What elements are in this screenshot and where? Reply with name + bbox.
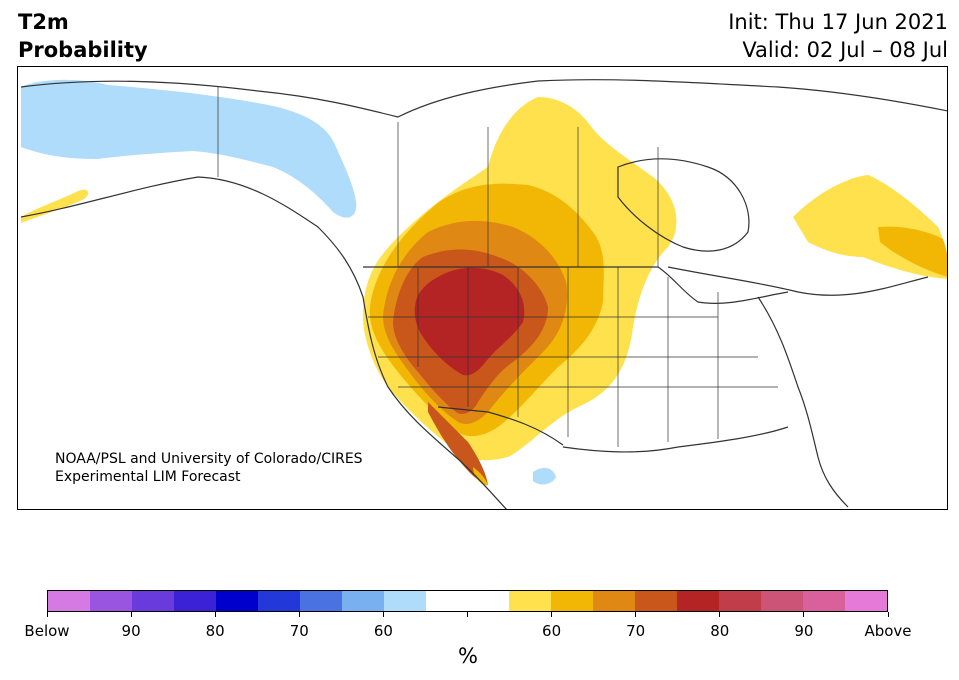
- forecast-map: [17, 66, 948, 510]
- colorbar-tick-label: 70: [289, 622, 309, 640]
- colorbar-tick-label: 90: [121, 622, 141, 640]
- colorbar-tick: [803, 612, 805, 617]
- map-title: T2m Probability: [18, 8, 148, 64]
- colorbar-tick-label: 70: [626, 622, 646, 640]
- colorbar-cell: [593, 591, 636, 611]
- map-borders: [20, 79, 947, 509]
- colorbar-tick: [214, 612, 216, 617]
- colorbar-cell: [383, 591, 426, 611]
- colorbar-tick-label: 60: [373, 622, 393, 640]
- us-canada-border: [363, 266, 789, 304]
- title-variable: T2m: [18, 10, 69, 34]
- us-mexico-border: [437, 406, 564, 446]
- colorbar-tick-label: 80: [710, 622, 730, 640]
- title-kind: Probability: [18, 38, 148, 62]
- colorbar-tick: [130, 612, 132, 617]
- colorbar-cell: [131, 591, 174, 611]
- colorbar-cell: [173, 591, 216, 611]
- credit-line-2: Experimental LIM Forecast: [55, 469, 241, 485]
- hudson-bay-coast: [617, 158, 750, 252]
- gulf-coast: [562, 426, 789, 453]
- colorbar-cell: [509, 591, 552, 611]
- colorbar-cell: [551, 591, 594, 611]
- credit-line-1: NOAA/PSL and University of Colorado/CIRE…: [55, 451, 363, 467]
- colorbar-cell: [215, 591, 258, 611]
- colorbar-cell: [845, 591, 888, 611]
- colorbar: [47, 590, 888, 612]
- colorbar-tick-label: 90: [794, 622, 814, 640]
- above-normal-region-alaska: [21, 189, 89, 223]
- colorbar-cell: [761, 591, 804, 611]
- colorbar-tick-label: Below: [24, 622, 70, 640]
- coastline-east: [667, 266, 929, 508]
- colorbar-unit: %: [458, 644, 478, 668]
- province-lines: [217, 87, 659, 267]
- valid-range: Valid: 02 Jul – 08 Jul: [742, 38, 948, 62]
- colorbar-cell: [803, 591, 846, 611]
- colorbar-tick: [635, 612, 637, 617]
- colorbar-tick-label: Above: [864, 622, 912, 640]
- colorbar-cell: [467, 591, 510, 611]
- colorbar-cell: [341, 591, 384, 611]
- below-normal-region-alaska: [21, 79, 357, 218]
- init-date: Init: Thu 17 Jun 2021: [728, 10, 948, 34]
- colorbar-cell: [719, 591, 762, 611]
- colorbar-cell: [257, 591, 300, 611]
- forecast-dates: Init: Thu 17 Jun 2021 Valid: 02 Jul – 08…: [728, 8, 948, 64]
- colorbar-tick: [46, 612, 48, 617]
- colorbar-tick: [467, 612, 468, 617]
- below-normal-region-mexico: [533, 467, 556, 485]
- colorbar-tick-label: 60: [542, 622, 562, 640]
- above-normal-region-labrador-core: [878, 226, 947, 277]
- above-normal-region-90: [414, 267, 525, 376]
- colorbar-tick: [887, 612, 889, 617]
- credit-text: NOAA/PSL and University of Colorado/CIRE…: [55, 450, 363, 486]
- colorbar-tick: [551, 612, 553, 617]
- colorbar-tick: [719, 612, 721, 617]
- colorbar-tick: [382, 612, 384, 617]
- above-normal-region-baja: [428, 402, 488, 485]
- above-normal-region-baja-tip: [473, 467, 488, 486]
- colorbar-cell: [425, 591, 468, 611]
- map-canvas: [20, 79, 947, 509]
- colorbar-tick-label: 80: [205, 622, 225, 640]
- coastline-west: [20, 176, 507, 509]
- colorbar-cell: [635, 591, 678, 611]
- colorbar-cell: [89, 591, 132, 611]
- colorbar-cell: [677, 591, 720, 611]
- colorbar-cell: [299, 591, 342, 611]
- colorbar-tick: [298, 612, 300, 617]
- state-lines: [368, 267, 778, 447]
- colorbar-cell: [48, 591, 90, 611]
- coastline-north: [20, 79, 947, 118]
